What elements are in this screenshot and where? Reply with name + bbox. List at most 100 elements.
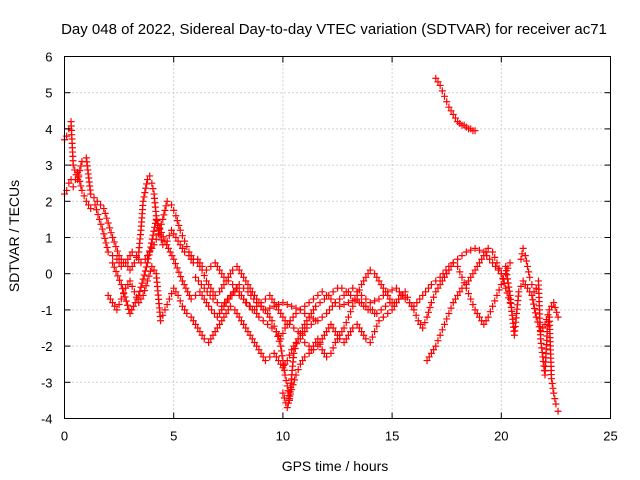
data-point-b <box>77 162 85 170</box>
data-point-c <box>113 306 121 314</box>
data-point-e <box>314 291 322 299</box>
data-point-f <box>309 342 317 350</box>
data-point-e <box>122 297 130 305</box>
data-point-b <box>137 259 145 267</box>
data-point-e <box>170 255 178 263</box>
data-point-b <box>87 190 95 198</box>
data-point-c <box>178 302 186 310</box>
data-point-d <box>247 291 255 299</box>
data-point-e <box>126 310 134 318</box>
data-point-g <box>458 284 466 292</box>
data-point-j <box>529 296 537 304</box>
data-point-f <box>336 331 344 339</box>
data-point-c <box>353 320 361 328</box>
data-point-a <box>85 201 93 209</box>
data-point-e <box>205 302 213 310</box>
data-point-c <box>473 310 481 318</box>
data-point-b <box>110 238 118 246</box>
data-point-c <box>168 290 176 298</box>
data-point-e <box>124 301 132 309</box>
data-point-a <box>101 234 109 242</box>
data-point-e <box>323 291 331 299</box>
data-point-a <box>148 179 156 187</box>
data-point-a <box>82 197 90 205</box>
data-point-b <box>264 310 272 318</box>
data-point-e <box>318 288 326 296</box>
data-point-g <box>427 349 435 357</box>
data-point-b <box>126 252 134 260</box>
data-point-e <box>344 299 352 307</box>
data-point-g <box>475 259 483 267</box>
data-point-d <box>442 266 450 274</box>
y-tick-label: -1 <box>41 303 53 318</box>
data-point-c <box>128 282 136 290</box>
data-point-a <box>213 262 221 270</box>
data-point-b <box>176 226 184 234</box>
data-point-b <box>135 255 143 263</box>
data-point-i <box>551 395 559 403</box>
data-point-c <box>281 360 289 368</box>
data-point-c <box>165 295 173 303</box>
data-point-b <box>194 259 202 267</box>
data-point-g <box>478 255 486 263</box>
y-tick-label: 6 <box>45 50 52 65</box>
data-point-b <box>143 252 151 260</box>
axis-ticks <box>64 56 611 419</box>
data-point-e <box>114 272 122 280</box>
data-point-j <box>502 267 510 275</box>
data-point-d <box>362 295 370 303</box>
data-point-e <box>178 277 186 285</box>
grid <box>64 56 611 419</box>
data-point-a <box>216 266 224 274</box>
data-point-d <box>266 304 274 312</box>
data-point-c <box>211 328 219 336</box>
data-point-c <box>495 286 503 294</box>
data-point-i <box>521 252 529 260</box>
data-point-f <box>305 349 313 357</box>
y-axis-label: SDTVAR / TECUs <box>6 180 22 292</box>
data-point-b <box>283 382 291 390</box>
data-point-a <box>143 180 151 188</box>
data-point-e <box>175 268 183 276</box>
data-point-e <box>270 299 278 307</box>
data-point-c <box>368 333 376 341</box>
data-point-e <box>257 299 265 307</box>
data-point-g <box>489 248 497 256</box>
data-point-e <box>135 291 143 299</box>
data-point-b <box>207 284 215 292</box>
data-point-i <box>525 268 533 276</box>
data-point-e <box>109 259 117 267</box>
data-point-b <box>74 176 82 184</box>
data-point-e <box>137 283 145 291</box>
data-point-f <box>287 390 295 398</box>
data-point-a <box>97 220 105 228</box>
data-point-c <box>283 357 291 365</box>
data-point-e <box>222 299 230 307</box>
data-point-e <box>163 241 171 249</box>
data-point-c <box>423 313 431 321</box>
data-point-c <box>416 320 424 328</box>
data-point-c <box>220 313 228 321</box>
data-point-g <box>471 266 479 274</box>
data-point-g <box>423 357 431 365</box>
chart-title: Day 048 of 2022, Sidereal Day-to-day VTE… <box>61 21 607 38</box>
data-point-c <box>275 357 283 365</box>
data-point-b <box>159 215 167 223</box>
data-point-b <box>104 219 112 227</box>
data-point-c <box>491 297 499 305</box>
data-point-c <box>244 328 252 336</box>
data-point-g <box>495 264 503 272</box>
data-point-f <box>312 338 320 346</box>
data-point-b <box>163 197 171 205</box>
data-point-d <box>419 291 427 299</box>
data-point-e <box>146 247 154 255</box>
data-point-d <box>486 255 494 263</box>
x-tick-label: 20 <box>494 429 508 444</box>
data-point-c <box>235 313 243 321</box>
data-point-b <box>244 281 252 289</box>
data-point-g <box>467 273 475 281</box>
data-point-c <box>126 277 134 285</box>
data-point-c <box>181 306 189 314</box>
data-point-a <box>165 232 173 240</box>
data-point-e <box>261 295 269 303</box>
